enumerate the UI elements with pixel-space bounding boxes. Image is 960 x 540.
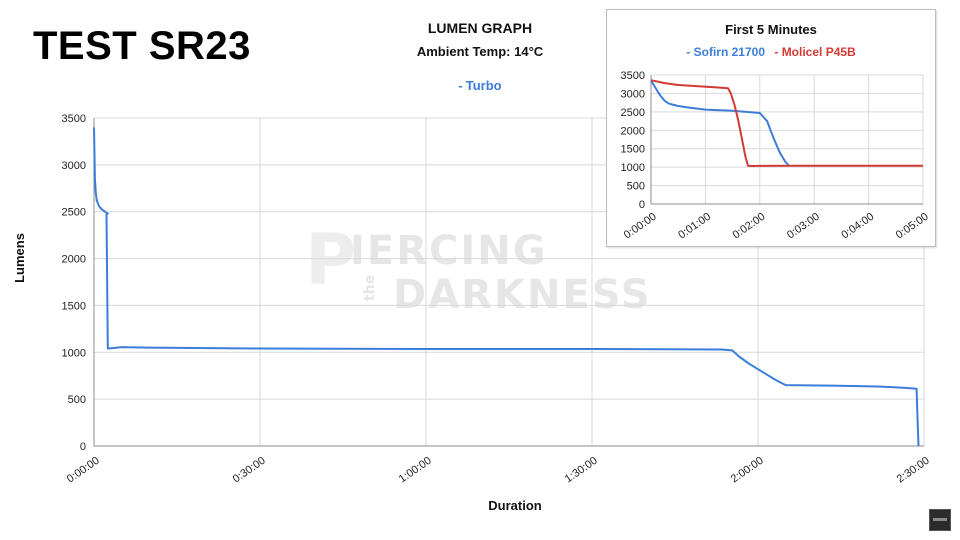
y-tick-label: 500	[627, 181, 645, 193]
y-axis-title: Lumens	[12, 233, 27, 283]
y-tick-label: 3500	[621, 70, 645, 82]
legend-label-turbo: Turbo	[465, 78, 502, 93]
inset-legend: - Sofirn 21700 - Molicel P45B	[607, 45, 935, 59]
y-tick-label: 2000	[621, 125, 645, 137]
x-tick-label: 0:04:00	[839, 211, 876, 242]
test-title: TEST SR23	[33, 24, 251, 68]
x-tick-label: 1:30:00	[563, 455, 600, 486]
x-tick-label: 2:30:00	[895, 455, 932, 486]
x-tick-label: 0:03:00	[785, 211, 822, 242]
y-tick-label: 2000	[62, 254, 86, 266]
chart-title: LUMEN GRAPH	[427, 20, 533, 36]
channel-logo-icon	[929, 509, 951, 531]
series-line-0	[650, 79, 790, 167]
inset-title: First 5 Minutes	[725, 22, 817, 37]
y-tick-label: 2500	[62, 207, 86, 219]
inset-grid	[650, 74, 924, 205]
inset-chart-panel: First 5 Minutes - Sofirn 21700 - Molicel…	[606, 9, 936, 247]
inset-series	[650, 79, 923, 167]
x-tick-label: 0:02:00	[731, 211, 768, 242]
legend-item-sofirn: - Sofirn 21700	[686, 45, 765, 59]
x-tick-label: 0:00:00	[622, 211, 659, 242]
x-tick-label: 0:30:00	[231, 455, 268, 486]
legend-item-molicel: - Molicel P45B	[774, 45, 855, 59]
x-tick-label: 0:00:00	[65, 455, 102, 486]
main-legend: - Turbo	[430, 78, 530, 93]
legend-swatch-molicel: -	[774, 45, 779, 59]
main-series	[93, 127, 920, 447]
x-tick-label: 2:00:00	[729, 455, 766, 486]
legend-swatch-turbo: -	[458, 78, 463, 93]
x-tick-label: 0:01:00	[676, 211, 713, 242]
main-y-tick-labels: 0 500 1000 1500 2000 2500 3000 3500	[62, 113, 86, 453]
chart-subtitle: Ambient Temp: 14°C	[416, 44, 544, 59]
y-tick-label: 0	[639, 199, 645, 211]
inset-x-tick-labels: 0:00:00 0:01:00 0:02:00 0:03:00 0:04:00 0:05:…	[622, 211, 931, 242]
legend-label-sofirn: Sofirn 21700	[693, 45, 765, 59]
series-line-0	[93, 127, 920, 447]
y-tick-label: 1500	[62, 300, 86, 312]
y-tick-label: 1000	[621, 162, 645, 174]
watermark-logo: P IERCING the DARKNESS	[305, 219, 652, 318]
x-axis-title: Duration	[488, 498, 542, 513]
inset-chart: 0 500 1000 1500 2000 2500 3000 3500 0:00:00 0:01…	[621, 70, 931, 242]
series-line-1	[650, 79, 923, 167]
legend-swatch-sofirn: -	[686, 45, 691, 59]
x-tick-label: 0:05:00	[894, 211, 931, 242]
y-tick-label: 3500	[62, 113, 86, 125]
x-tick-label: 1:00:00	[397, 455, 434, 486]
y-tick-label: 3000	[621, 88, 645, 100]
y-tick-label: 500	[68, 394, 86, 406]
y-tick-label: 0	[80, 441, 86, 453]
y-tick-label: 1500	[621, 144, 645, 156]
inset-y-tick-labels: 0 500 1000 1500 2000 2500 3000 3500	[621, 70, 645, 211]
y-tick-label: 2500	[621, 107, 645, 119]
legend-label-molicel: Molicel P45B	[781, 45, 856, 59]
y-tick-label: 3000	[62, 160, 86, 172]
y-tick-label: 1000	[62, 347, 86, 359]
main-x-tick-labels: 0:00:00 0:30:00 1:00:00 1:30:00 2:00:00 2:30:…	[65, 455, 932, 486]
